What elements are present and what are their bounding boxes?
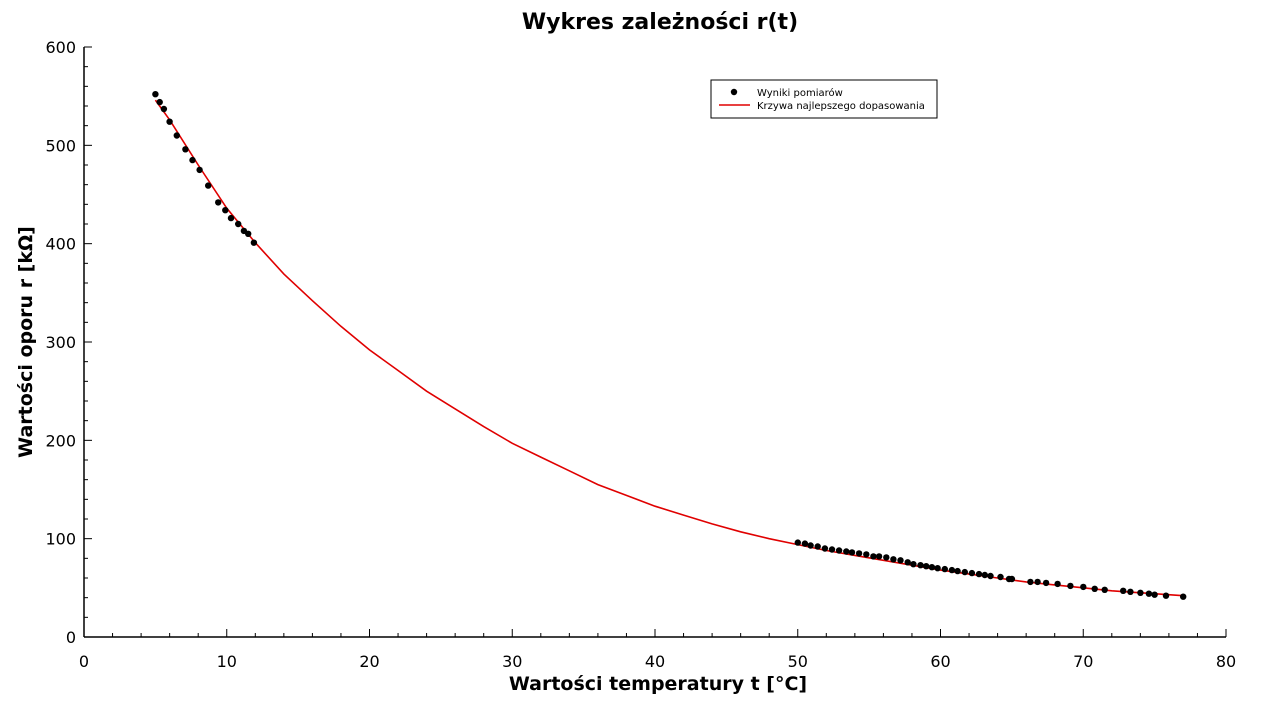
data-point — [1120, 587, 1127, 594]
data-point — [848, 549, 856, 556]
x-tick-label: 20 — [359, 652, 379, 671]
data-point — [821, 545, 829, 552]
y-ticks: 0 100 200 300 400 500 600 — [45, 38, 92, 647]
fit-line — [154, 99, 1184, 597]
legend-marker-points — [730, 88, 738, 96]
data-point — [897, 557, 904, 564]
x-tick-label: 40 — [645, 652, 665, 671]
data-point — [156, 98, 163, 106]
data-point — [1080, 583, 1087, 591]
data-point — [870, 553, 877, 560]
data-point — [807, 542, 814, 549]
data-point — [1145, 590, 1153, 597]
y-tick-label: 300 — [45, 333, 76, 352]
x-tick-label: 70 — [1073, 652, 1093, 671]
legend-box — [710, 79, 938, 119]
y-tick-label: 400 — [45, 235, 76, 254]
data-point — [166, 118, 173, 125]
x-tick-label: 60 — [930, 652, 950, 671]
x-tick-label: 10 — [217, 652, 237, 671]
y-tick-label: 600 — [45, 38, 76, 57]
legend-label-points: Wyniki pomiarów — [757, 87, 843, 99]
data-point — [222, 207, 229, 214]
data-point — [227, 214, 235, 222]
y-tick-label: 0 — [66, 628, 76, 647]
data-point — [1101, 586, 1108, 593]
x-tick-label: 80 — [1216, 652, 1236, 671]
data-point — [794, 539, 801, 546]
data-point — [1027, 578, 1034, 586]
data-point — [173, 132, 180, 139]
data-point — [1151, 591, 1158, 598]
data-point — [883, 554, 890, 561]
data-point — [910, 561, 917, 568]
data-point — [997, 573, 1004, 581]
data-point — [1034, 578, 1041, 586]
data-point — [855, 550, 863, 557]
legend-label-fit: Krzywa najlepszego dopasowania — [757, 101, 925, 112]
data-point — [1127, 588, 1134, 595]
data-point — [843, 548, 850, 555]
scatter-points — [152, 91, 1187, 600]
legend: Wyniki pomiarów Krzywa najlepszego dopas… — [710, 79, 938, 119]
data-point — [1091, 585, 1098, 592]
data-point — [1008, 575, 1016, 583]
data-point — [904, 559, 911, 566]
data-point — [948, 566, 956, 574]
data-point — [934, 565, 941, 572]
data-point — [828, 546, 836, 553]
data-point — [917, 562, 924, 569]
plot-area: 0 10 20 30 40 50 60 70 80 0 100 200 300 400 500 600 — [45, 38, 1236, 671]
data-point — [923, 563, 930, 570]
data-point — [189, 156, 196, 164]
y-axis-label: Wartości oporu r [kΩ] — [15, 226, 37, 458]
data-point — [890, 556, 897, 563]
data-point — [245, 230, 252, 237]
data-point — [1054, 580, 1061, 588]
data-point — [182, 146, 189, 153]
x-axis-label: Wartości temperatury t [°C] — [509, 673, 807, 695]
data-point — [1137, 589, 1144, 596]
data-point — [152, 91, 159, 98]
data-point — [235, 220, 242, 228]
y-tick-label: 500 — [45, 136, 76, 155]
data-point — [250, 239, 258, 246]
x-tick-label: 0 — [79, 652, 89, 671]
data-point — [1067, 582, 1074, 590]
x-tick-label: 50 — [788, 652, 808, 671]
x-tick-label: 30 — [502, 652, 522, 671]
data-point — [863, 551, 870, 558]
data-point — [196, 166, 203, 174]
data-point — [1042, 579, 1050, 587]
x-ticks: 0 10 20 30 40 50 60 70 80 — [79, 629, 1236, 671]
data-point — [1180, 593, 1187, 600]
data-point — [961, 568, 968, 576]
y-tick-label: 100 — [45, 530, 76, 549]
data-point — [801, 540, 809, 547]
data-point — [205, 182, 212, 189]
data-point — [968, 569, 976, 577]
data-point — [835, 547, 843, 554]
data-point — [160, 105, 168, 113]
data-point — [1162, 592, 1170, 599]
data-point — [954, 567, 961, 575]
data-point — [981, 571, 988, 579]
data-point — [928, 564, 936, 571]
y-tick-label: 200 — [45, 431, 76, 450]
data-point — [814, 543, 821, 550]
data-point — [975, 570, 983, 578]
data-point — [941, 565, 948, 573]
data-point — [987, 572, 994, 580]
data-point — [875, 553, 883, 560]
data-point — [215, 199, 222, 206]
chart-title: Wykres zależności r(t) — [522, 10, 798, 35]
